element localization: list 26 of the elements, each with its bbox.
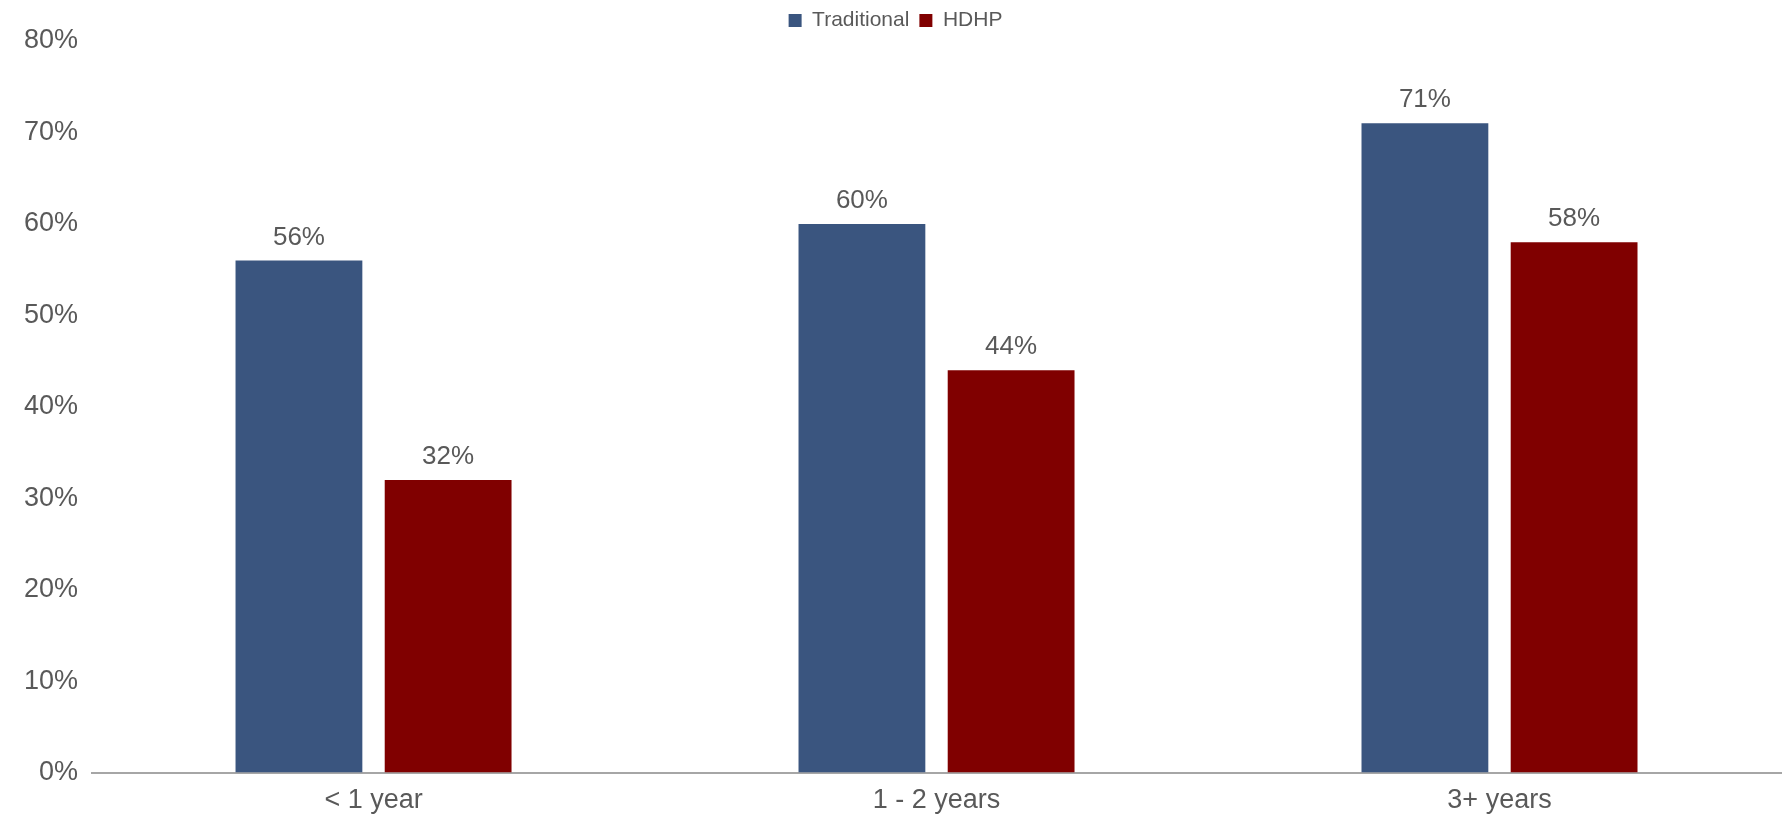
y-tick-label: 60% (23, 207, 79, 238)
data-label: 71% (1398, 83, 1451, 114)
y-tick-label: 10% (23, 664, 79, 695)
y-tick-label: 70% (23, 115, 79, 146)
y-tick-label: 50% (23, 298, 79, 329)
legend-label: Traditional (812, 7, 910, 31)
x-tick-label: 1 - 2 years (872, 784, 1001, 815)
bar (235, 260, 363, 773)
bar (1510, 242, 1638, 773)
y-tick-label: 80% (23, 24, 79, 55)
legend-label: HDHP (942, 7, 1003, 31)
data-label: 60% (835, 184, 888, 215)
bar (384, 479, 512, 773)
y-tick-label: 0% (39, 756, 79, 787)
x-tick-label: < 1 year (324, 784, 423, 815)
x-tick-label: 3+ years (1447, 784, 1552, 815)
y-tick-label: 20% (23, 573, 79, 604)
data-label: 56% (272, 220, 325, 251)
data-label: 44% (985, 330, 1038, 361)
y-tick-label: 30% (23, 481, 79, 512)
bar (798, 223, 926, 773)
y-tick-label: 40% (23, 390, 79, 421)
bar (947, 370, 1075, 773)
data-label: 58% (1548, 202, 1601, 233)
bar (1361, 123, 1489, 773)
data-label: 32% (422, 440, 475, 471)
